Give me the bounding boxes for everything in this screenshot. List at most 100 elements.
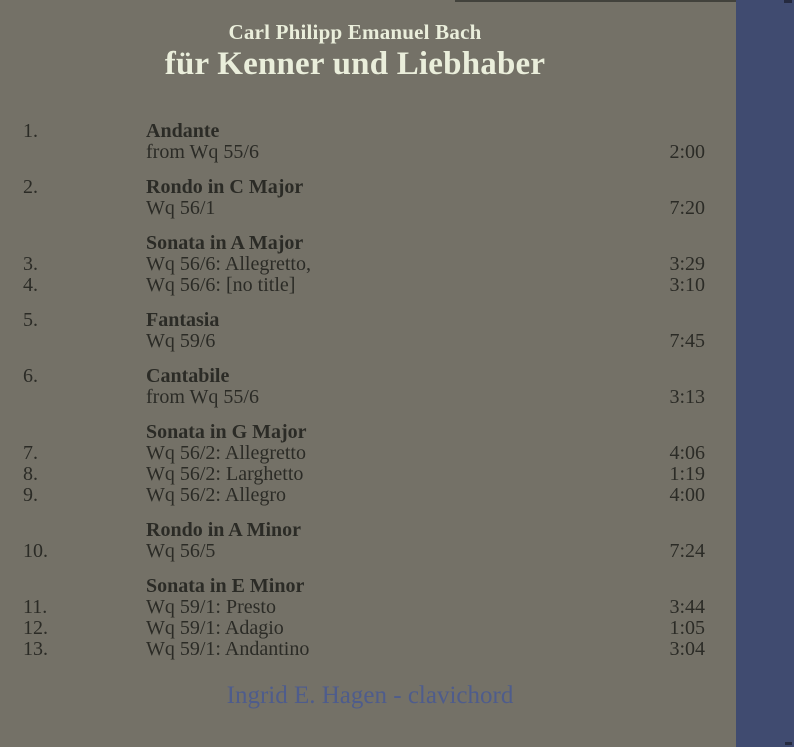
track-text: Wq 59/1: Andantino [146,638,310,660]
group-header-line: 2. Rondo in C Major [0,177,736,198]
group-title: Cantabile [146,365,230,387]
scan-artifact-top-right [784,0,792,3]
track-number: 12. [23,617,48,639]
track-time [653,233,705,254]
group-header-line: Rondo in A Minor [0,520,736,541]
track-text: Wq 56/6: Allegretto, [146,253,311,275]
track-time: 3:44 [669,596,705,618]
group-header-line: Sonata in G Major [0,422,736,443]
track-text: from Wq 55/6 [146,141,259,163]
track-line: Wq 59/6 7:45 [0,331,736,352]
track-group: 5. Fantasia Wq 59/6 7:45 [0,310,736,352]
track-number [23,576,146,597]
track-text: Wq 59/6 [146,330,216,352]
track-line: 10. Wq 56/5 7:24 [0,541,736,562]
track-time: 7:24 [669,540,705,562]
track-text: from Wq 55/6 [146,386,259,408]
track-line: 8. Wq 56/2: Larghetto 1:19 [0,464,736,485]
track-time: 2:00 [669,141,705,163]
group-title: Rondo in C Major [146,176,304,198]
track-number [23,233,146,254]
track-number: 10. [23,540,48,562]
track-line: 9. Wq 56/2: Allegro 4:00 [0,485,736,506]
track-time [653,310,705,331]
track-group: Sonata in A Major 3. Wq 56/6: Allegretto… [0,233,736,296]
track-group: 1. Andante from Wq 55/6 2:00 [0,121,736,163]
track-text: Wq 56/5 [146,540,216,562]
track-line: 7. Wq 56/2: Allegretto 4:06 [0,443,736,464]
tracklist: 1. Andante from Wq 55/6 2:00 2. Rondo in… [0,121,736,660]
track-number: 2. [23,176,38,198]
group-header-line: Sonata in E Minor [0,576,736,597]
track-number [23,331,146,352]
track-time: 3:13 [669,386,705,408]
track-number [23,198,146,219]
track-time [653,422,705,443]
track-number [23,142,146,163]
track-time: 3:29 [669,253,705,275]
group-header-line: 5. Fantasia [0,310,736,331]
track-time: 1:05 [669,617,705,639]
track-group: 6. Cantabile from Wq 55/6 3:13 [0,366,736,408]
album-header: Carl Philipp Emanuel Bach für Kenner und… [0,19,710,83]
track-group: 2. Rondo in C Major Wq 56/1 7:20 [0,177,736,219]
track-line: 4. Wq 56/6: [no title] 3:10 [0,275,736,296]
group-title: Rondo in A Minor [146,519,302,541]
group-header-line: 1. Andante [0,121,736,142]
album-title: für Kenner und Liebhaber [164,46,546,82]
track-line: from Wq 55/6 3:13 [0,387,736,408]
track-time [653,576,705,597]
track-line: 12. Wq 59/1: Adagio 1:05 [0,618,736,639]
track-number: 5. [23,309,38,331]
track-number: 1. [23,120,38,142]
track-number: 4. [23,274,38,296]
spine-stripe [736,0,794,747]
performer-credit: Ingrid E. Hagen - clavichord [226,682,514,709]
track-line: 11. Wq 59/1: Presto 3:44 [0,597,736,618]
group-title: Fantasia [146,309,220,331]
track-number [23,387,146,408]
track-time [653,520,705,541]
track-number: 6. [23,365,38,387]
track-time: 4:00 [669,484,705,506]
track-text: Wq 56/2: Allegro [146,484,286,506]
track-time: 7:20 [669,197,705,219]
track-number: 8. [23,463,38,485]
track-line: from Wq 55/6 2:00 [0,142,736,163]
group-title: Sonata in G Major [146,421,307,443]
track-number: 11. [23,596,48,618]
track-line: 3. Wq 56/6: Allegretto, 3:29 [0,254,736,275]
track-time: 3:04 [669,638,705,660]
track-text: Wq 56/2: Larghetto [146,463,304,485]
group-header-line: 6. Cantabile [0,366,736,387]
track-number: 9. [23,484,38,506]
track-time: 4:06 [669,442,705,464]
artist-name: Carl Philipp Emanuel Bach [228,20,482,44]
track-text: Wq 59/1: Presto [146,596,276,618]
track-number: 3. [23,253,38,275]
track-number [23,520,146,541]
track-text: Wq 59/1: Adagio [146,617,284,639]
group-header-line: Sonata in A Major [0,233,736,254]
track-time [653,177,705,198]
track-group: Sonata in G Major 7. Wq 56/2: Allegretto… [0,422,736,506]
track-group: Sonata in E Minor 11. Wq 59/1: Presto 3:… [0,576,736,660]
track-line: 13. Wq 59/1: Andantino 3:04 [0,639,736,660]
track-text: Wq 56/2: Allegretto [146,442,306,464]
track-text: Wq 56/1 [146,197,216,219]
track-time: 3:10 [669,274,705,296]
track-number [23,422,146,443]
track-time [653,121,705,142]
group-title: Sonata in A Major [146,232,304,254]
track-number: 13. [23,638,48,660]
track-time: 7:45 [669,330,705,352]
scan-artifact-bottom-right [785,742,792,745]
group-title: Andante [146,120,220,142]
track-line: Wq 56/1 7:20 [0,198,736,219]
track-time [653,366,705,387]
track-group: Rondo in A Minor 10. Wq 56/5 7:24 [0,520,736,562]
scan-artifact-top-line [455,0,736,2]
group-title: Sonata in E Minor [146,575,305,597]
track-time: 1:19 [669,463,705,485]
